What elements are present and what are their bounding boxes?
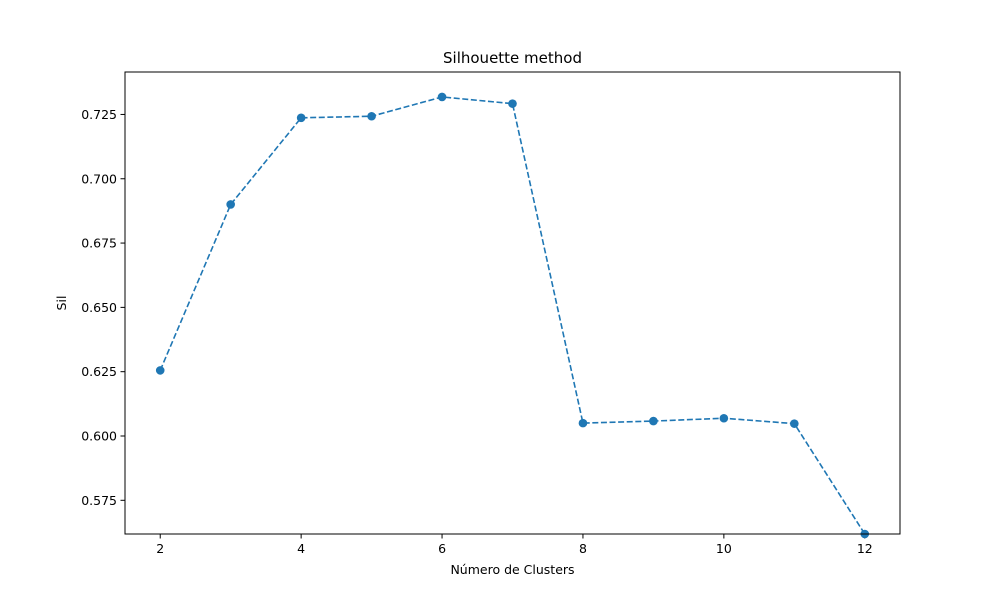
data-point [437,92,447,102]
y-tick-label: 0.725 [81,107,117,122]
y-axis-label: Sil [54,296,69,311]
y-tick-label: 0.600 [81,428,117,443]
data-point [508,99,517,108]
x-tick-label: 2 [156,541,164,556]
data-point [367,111,376,121]
data-point [790,419,799,428]
y-tick-label: 0.575 [81,493,117,508]
y-axis-ticks: 0.575 0.600 0.625 0.650 0.675 0.700 0.725 [81,107,125,508]
y-tick-label: 0.675 [81,236,117,251]
data-point [578,418,588,428]
x-tick-label: 12 [857,541,873,556]
data-point [226,200,235,209]
data-point [296,113,306,123]
y-tick-label: 0.650 [81,300,117,315]
series-line [159,96,866,535]
chart-title: Silhouette method [443,49,582,67]
data-point [155,366,165,375]
x-tick-label: 10 [716,541,732,556]
series-layer [155,92,870,539]
y-tick-label: 0.625 [81,364,117,379]
data-point [649,416,658,426]
x-tick-label: 4 [297,541,305,556]
x-tick-label: 8 [579,541,587,556]
x-axis-label: Número de Clusters [450,562,574,577]
y-tick-label: 0.700 [81,171,117,186]
x-tick-label: 6 [438,541,446,556]
data-point [719,413,729,423]
plot-frame [124,71,901,535]
